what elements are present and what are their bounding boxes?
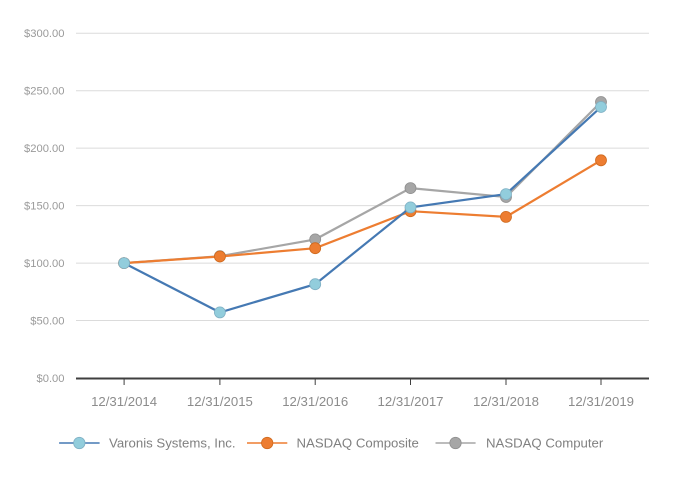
svg-text:$0.00: $0.00 xyxy=(37,373,65,385)
svg-text:$300.00: $300.00 xyxy=(24,28,64,40)
svg-text:12/31/2017: 12/31/2017 xyxy=(377,394,443,409)
svg-text:NASDAQ Composite: NASDAQ Composite xyxy=(297,436,419,451)
svg-text:Varonis Systems, Inc.: Varonis Systems, Inc. xyxy=(109,436,236,451)
svg-text:12/31/2016: 12/31/2016 xyxy=(282,394,348,409)
svg-text:$200.00: $200.00 xyxy=(24,143,64,155)
svg-text:$150.00: $150.00 xyxy=(24,200,64,212)
svg-text:$50.00: $50.00 xyxy=(30,315,64,327)
svg-text:$250.00: $250.00 xyxy=(24,86,64,98)
svg-text:12/31/2019: 12/31/2019 xyxy=(568,394,634,409)
svg-text:$100.00: $100.00 xyxy=(24,258,64,270)
svg-text:NASDAQ Computer: NASDAQ Computer xyxy=(486,436,604,451)
svg-text:12/31/2018: 12/31/2018 xyxy=(473,394,539,409)
svg-text:12/31/2015: 12/31/2015 xyxy=(187,394,253,409)
svg-text:12/31/2014: 12/31/2014 xyxy=(91,394,157,409)
